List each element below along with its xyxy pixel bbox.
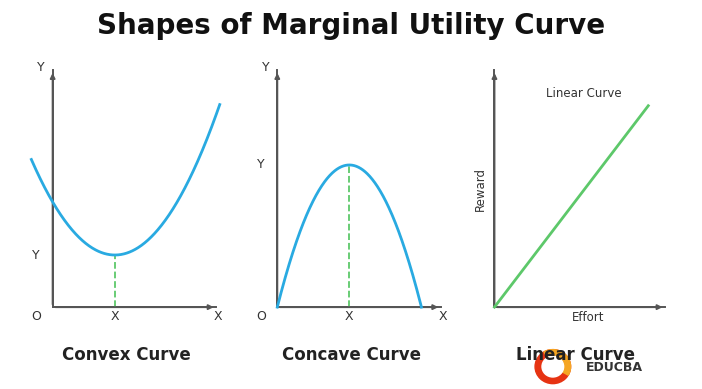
Text: Reward: Reward [475,166,487,211]
Polygon shape [547,359,559,374]
Text: Effort: Effort [572,311,604,324]
Text: X: X [111,310,119,323]
Text: O: O [256,310,266,323]
Circle shape [535,350,571,384]
Text: Convex Curve: Convex Curve [62,346,191,364]
Text: Shapes of Marginal Utility Curve: Shapes of Marginal Utility Curve [97,12,605,40]
Text: O: O [32,310,41,323]
Text: Concave Curve: Concave Curve [282,346,420,364]
Circle shape [542,356,564,377]
Text: Y: Y [32,249,40,261]
Text: X: X [439,310,447,323]
Text: X: X [214,310,223,323]
Text: Y: Y [262,61,270,74]
Text: EDUCBA: EDUCBA [586,361,643,374]
Text: Y: Y [257,158,265,172]
Text: Linear Curve: Linear Curve [516,346,635,364]
Text: Y: Y [37,61,45,74]
Text: Linear Curve: Linear Curve [545,88,621,100]
Text: X: X [345,310,354,323]
Wedge shape [544,350,571,375]
